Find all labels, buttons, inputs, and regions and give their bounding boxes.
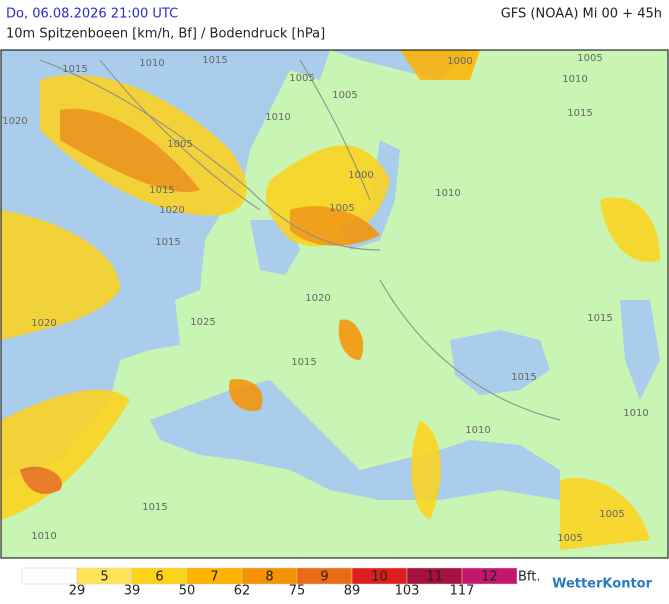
legend-unit: Bft. <box>518 570 541 585</box>
legend-swatch <box>21 567 78 585</box>
isobar-label: 1015 <box>142 502 167 513</box>
isobar-label: 1015 <box>202 55 227 66</box>
legend-bft-label: 10 <box>371 570 388 585</box>
isobar-label: 1010 <box>265 112 290 123</box>
legend-kmh-label: 89 <box>344 584 361 599</box>
subtitle: 10m Spitzenboeen [km/h, Bf] / Bodendruck… <box>6 27 325 42</box>
model-label: GFS (NOAA) Mi 00 + 45h <box>501 7 662 22</box>
wind-areas <box>1 50 660 550</box>
isobar-label: 1000 <box>447 56 472 67</box>
map-frame <box>0 49 669 559</box>
legend-bft-label: 7 <box>210 570 218 585</box>
isobar-label: 1005 <box>557 533 582 544</box>
isobar-label: 1015 <box>291 357 316 368</box>
isobar-label: 1010 <box>465 425 490 436</box>
legend-bft-label: 8 <box>265 570 273 585</box>
isobar-label: 1010 <box>31 531 56 542</box>
isobar-label: 1015 <box>62 64 87 75</box>
legend-swatch <box>461 567 518 585</box>
legend-kmh-label: 117 <box>450 584 475 599</box>
isobar-label: 1015 <box>155 237 180 248</box>
isobar-label: 1005 <box>167 139 192 150</box>
date-label: Do, 06.08.2026 21:00 UTC <box>6 7 178 22</box>
isobar-label: 1000 <box>348 170 373 181</box>
isobar-label: 1005 <box>329 203 354 214</box>
legend-bft-label: 11 <box>426 570 443 585</box>
isobar-label: 1015 <box>587 313 612 324</box>
isobar-label: 1015 <box>149 185 174 196</box>
logo: WetterKontor <box>552 577 653 592</box>
legend-kmh-label: 29 <box>69 584 86 599</box>
isobars <box>39 59 561 421</box>
isobar-label: 1005 <box>599 509 624 520</box>
isobar-label: 1020 <box>159 205 184 216</box>
legend-kmh-label: 75 <box>289 584 306 599</box>
isobar-label: 1020 <box>2 116 27 127</box>
legend-bft-label: 9 <box>320 570 328 585</box>
isobar-label: 1020 <box>31 318 56 329</box>
legend-bft-label: 6 <box>155 570 163 585</box>
isobar-label: 1010 <box>562 74 587 85</box>
isobar-label: 1015 <box>567 108 592 119</box>
isobar-label: 1015 <box>511 372 536 383</box>
isobar-label: 1025 <box>190 317 215 328</box>
legend-kmh-label: 39 <box>124 584 141 599</box>
legend-kmh-label: 62 <box>234 584 251 599</box>
isobar-label: 1005 <box>332 90 357 101</box>
isobar-label: 1010 <box>435 188 460 199</box>
legend-bft-label: 5 <box>100 570 108 585</box>
map <box>0 49 669 559</box>
isobar-label: 1010 <box>623 408 648 419</box>
isobar-label: 1005 <box>289 73 314 84</box>
isobar-label: 1020 <box>305 293 330 304</box>
isobar-label: 1005 <box>577 53 602 64</box>
legend-bft-label: 12 <box>481 570 498 585</box>
legend-kmh-label: 50 <box>179 584 196 599</box>
legend-kmh-label: 103 <box>395 584 420 599</box>
isobar-label: 1010 <box>139 58 164 69</box>
